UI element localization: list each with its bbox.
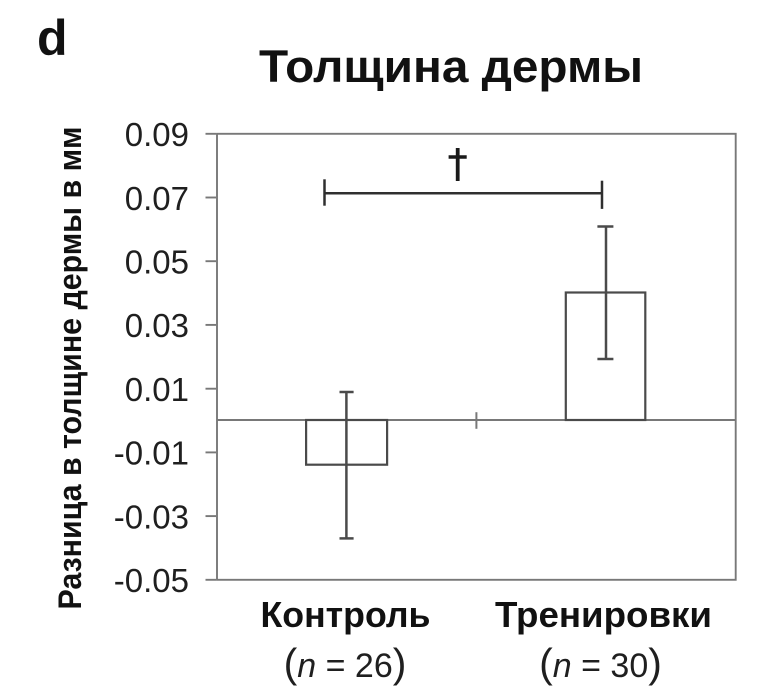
svg-text:-0.05: -0.05 xyxy=(114,562,189,599)
svg-text:Контроль: Контроль xyxy=(261,594,431,635)
svg-text:Тренировки: Тренировки xyxy=(495,594,712,635)
svg-text:0.05: 0.05 xyxy=(125,244,189,281)
svg-text:d: d xyxy=(37,10,68,66)
svg-text:0.03: 0.03 xyxy=(125,307,189,344)
svg-text:Толщина дермы: Толщина дермы xyxy=(259,41,643,92)
svg-text:0.07: 0.07 xyxy=(125,180,189,217)
svg-text:0.09: 0.09 xyxy=(125,116,189,153)
svg-text:-0.01: -0.01 xyxy=(114,435,189,472)
svg-text:Разница в толщине дермы в мм: Разница в толщине дермы в мм xyxy=(52,127,88,610)
svg-text:(n = 30): (n = 30) xyxy=(539,640,662,686)
svg-text:0.01: 0.01 xyxy=(125,371,189,408)
svg-text:-0.03: -0.03 xyxy=(114,498,189,535)
svg-text:(n = 26): (n = 26) xyxy=(284,640,407,686)
